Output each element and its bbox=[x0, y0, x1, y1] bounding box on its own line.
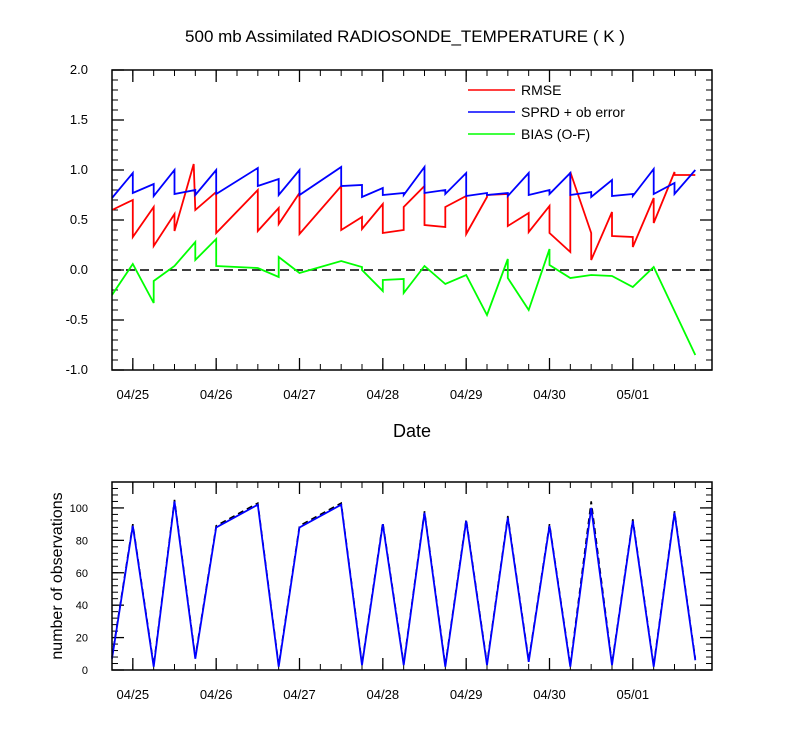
x-tick-label: 04/26 bbox=[200, 387, 233, 402]
top-plot-area: 04/25 04/26 04/27 04/28 04/29 04/30 05/01 -1.0 -… bbox=[66, 62, 712, 402]
x-tick-label: 04/27 bbox=[283, 687, 316, 702]
x-tick-label: 04/27 bbox=[283, 387, 316, 402]
y-tick-label: 60 bbox=[76, 568, 88, 580]
bottom-chart-ylabel: number of observations bbox=[49, 492, 66, 659]
y-tick-label: 0.0 bbox=[70, 262, 88, 277]
y-tick-label: 2.0 bbox=[70, 62, 88, 77]
bottom-chart: 04/25 04/26 04/27 04/28 04/29 04/30 05/01 0 20 40… bbox=[49, 481, 713, 702]
bottom-plot-area: 04/25 04/26 04/27 04/28 04/29 04/30 05/01 0 20 40… bbox=[70, 481, 712, 702]
y-tick-label: 20 bbox=[76, 633, 88, 645]
bottom-plot-frame bbox=[111, 481, 713, 671]
x-tick-label: 04/25 bbox=[117, 687, 150, 702]
x-tick-label: 04/30 bbox=[533, 387, 566, 402]
x-tick-label: 04/30 bbox=[533, 687, 566, 702]
legend-label-rmse: RMSE bbox=[521, 82, 561, 98]
y-tick-label: 40 bbox=[76, 600, 88, 612]
top-chart-title: 500 mb Assimilated RADIOSONDE_TEMPERATUR… bbox=[185, 27, 625, 46]
series-line-bias-o-f bbox=[111, 236, 697, 356]
y-tick-label: 0.5 bbox=[70, 212, 88, 227]
top-chart-xlabel: Date bbox=[393, 421, 431, 441]
y-tick-label: 80 bbox=[76, 535, 88, 547]
x-tick-label: 04/29 bbox=[450, 687, 483, 702]
legend-label-sprd: SPRD + ob error bbox=[521, 104, 625, 120]
top-chart: 500 mb Assimilated RADIOSONDE_TEMPERATUR… bbox=[66, 27, 713, 441]
x-tick-label: 04/29 bbox=[450, 387, 483, 402]
x-tick-label: 05/01 bbox=[617, 687, 650, 702]
series-line-rmse bbox=[111, 163, 696, 261]
x-tick-label: 04/28 bbox=[367, 687, 400, 702]
series-line-assimilated bbox=[111, 501, 697, 667]
y-tick-label: 100 bbox=[70, 503, 88, 515]
x-tick-label: 04/26 bbox=[200, 687, 233, 702]
y-tick-label: 1.0 bbox=[70, 162, 88, 177]
x-tick-label: 04/25 bbox=[117, 387, 150, 402]
y-tick-label: 1.5 bbox=[70, 112, 88, 127]
series-line-sprd-ob-error bbox=[111, 164, 696, 199]
top-plot-frame bbox=[111, 69, 713, 371]
y-tick-label: -1.0 bbox=[66, 362, 88, 377]
legend-label-bias: BIAS (O-F) bbox=[521, 126, 590, 142]
x-tick-label: 05/01 bbox=[617, 387, 650, 402]
x-tick-label: 04/28 bbox=[367, 387, 400, 402]
y-tick-label: 0 bbox=[82, 665, 88, 677]
legend: RMSE SPRD + ob error BIAS (O-F) bbox=[468, 82, 625, 142]
series-line-possible bbox=[111, 499, 697, 666]
y-tick-label: -0.5 bbox=[66, 312, 88, 327]
